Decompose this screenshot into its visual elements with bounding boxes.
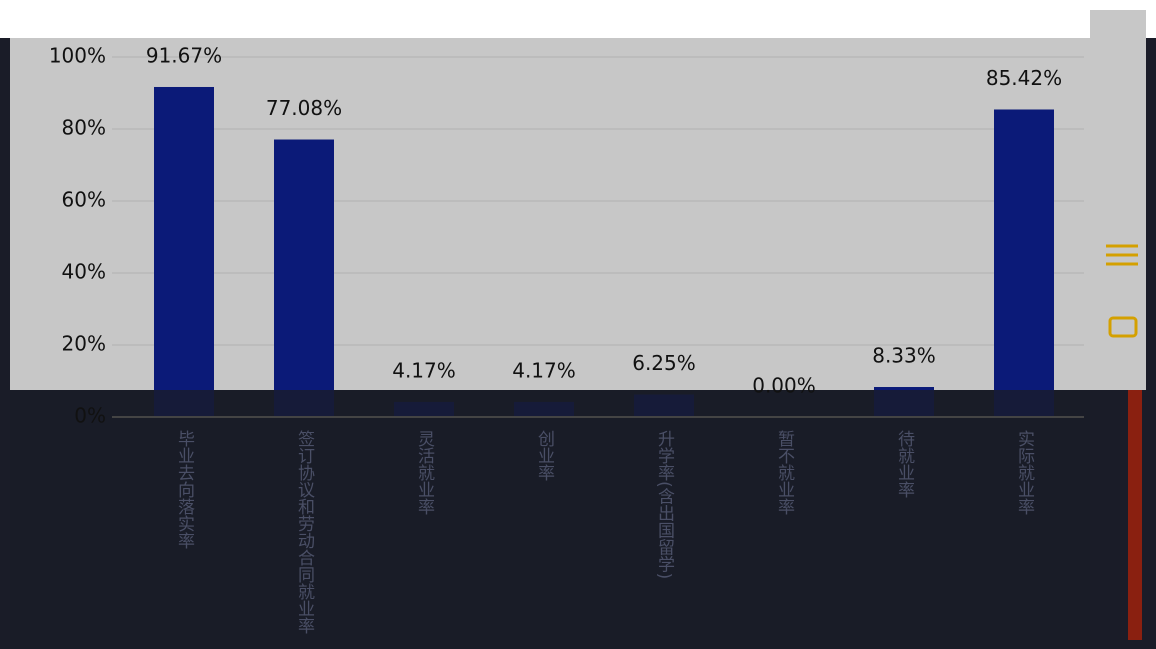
x-tick-label: 签订协议和劳动合同就业率 [294, 430, 315, 634]
value-label: 77.08% [266, 96, 342, 120]
toolbar [1090, 10, 1146, 390]
dark-overlay [10, 390, 1090, 649]
bar [274, 139, 334, 417]
x-tick-label: 待就业率 [894, 430, 915, 498]
top-strip [0, 0, 1156, 38]
value-label: 4.17% [512, 358, 576, 382]
menu-icon[interactable] [1106, 244, 1138, 266]
y-tick-label: 20% [62, 332, 106, 356]
x-tick-label: 创业率 [534, 430, 555, 481]
side-bar [1128, 390, 1142, 640]
y-tick-label: 60% [62, 188, 106, 212]
value-label: 85.42% [986, 66, 1062, 90]
bar [154, 86, 214, 417]
value-label: 91.67% [146, 43, 222, 67]
y-tick-label: 40% [62, 260, 106, 284]
x-tick-label: 暂不就业率 [774, 430, 795, 515]
value-label: 4.17% [392, 358, 456, 382]
y-tick-label: 0% [74, 404, 106, 428]
value-label: 8.33% [872, 344, 936, 368]
bar [994, 109, 1054, 417]
y-tick-label: 100% [49, 44, 106, 68]
value-label: 6.25% [632, 351, 696, 375]
mail-icon[interactable] [1108, 316, 1138, 338]
x-tick-label: 实际就业率 [1014, 430, 1035, 515]
value-label: 0.00% [752, 374, 816, 398]
x-tick-label: 毕业去向落实率 [174, 430, 195, 549]
x-tick-label: 灵活就业率 [414, 430, 435, 515]
x-tick-label: 升学率(含出国留学) [654, 430, 675, 579]
y-tick-label: 80% [62, 116, 106, 140]
